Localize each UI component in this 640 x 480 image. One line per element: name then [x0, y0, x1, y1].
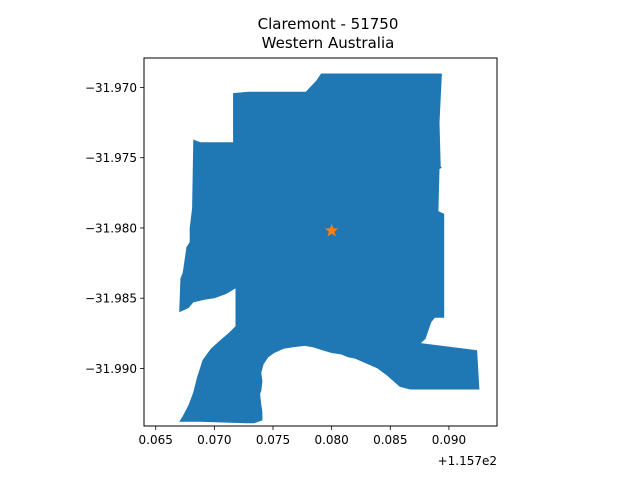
x-tick-label: 0.090 — [432, 433, 466, 447]
x-tick-label: 0.070 — [197, 433, 231, 447]
x-tick-label: 0.080 — [314, 433, 348, 447]
x-axis-offset-label: +1.157e2 — [438, 454, 497, 468]
location-marker-star — [324, 223, 339, 237]
x-tick-label: 0.085 — [373, 433, 407, 447]
y-tick-label: −31.980 — [85, 221, 137, 235]
y-tick-label: −31.990 — [85, 362, 137, 376]
plot-area — [179, 73, 480, 424]
y-tick-label: −31.975 — [85, 151, 137, 165]
x-tick-label: 0.065 — [139, 433, 173, 447]
x-axis: 0.065 0.070 0.075 0.080 0.085 0.090 — [139, 426, 466, 447]
chart-title-line-1: Claremont - 51750 — [257, 15, 399, 33]
y-tick-label: −31.985 — [85, 292, 137, 306]
y-tick-label: −31.970 — [85, 81, 137, 95]
y-axis: −31.970 −31.975 −31.980 −31.985 −31.990 — [85, 81, 144, 376]
x-tick-label: 0.075 — [256, 433, 290, 447]
axes-frame — [143, 57, 498, 427]
region-polygon — [179, 73, 480, 424]
chart-title-line-2: Western Australia — [261, 34, 395, 52]
